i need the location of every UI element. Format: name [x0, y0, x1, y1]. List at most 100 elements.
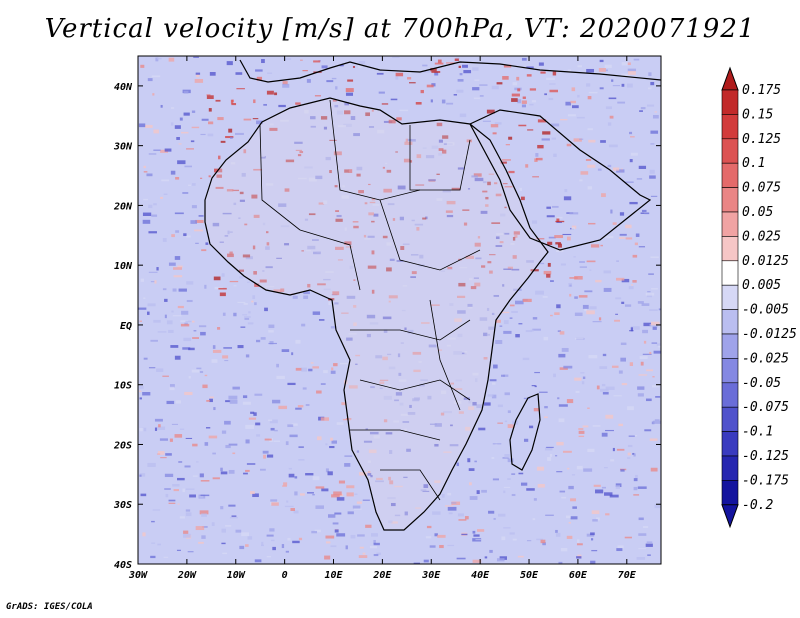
velocity-speck [163, 193, 168, 195]
velocity-speck [567, 69, 572, 73]
velocity-speck [503, 490, 506, 494]
velocity-speck [638, 165, 647, 169]
velocity-speck [496, 233, 505, 236]
velocity-speck [229, 399, 238, 404]
velocity-speck [323, 126, 328, 130]
velocity-speck [293, 510, 299, 514]
velocity-speck [383, 329, 388, 333]
velocity-speck [646, 369, 654, 372]
velocity-speck [635, 474, 638, 479]
velocity-speck [236, 88, 245, 90]
velocity-speck [348, 385, 358, 389]
velocity-speck [532, 328, 541, 331]
velocity-speck [245, 256, 253, 260]
velocity-speck [518, 323, 523, 325]
velocity-speck [558, 404, 568, 407]
velocity-speck [550, 123, 560, 127]
velocity-speck [354, 493, 358, 495]
velocity-speck [650, 143, 655, 145]
velocity-speck [625, 224, 632, 229]
velocity-speck [278, 405, 288, 410]
velocity-speck [404, 141, 413, 145]
velocity-speck [587, 448, 595, 453]
velocity-speck [276, 375, 285, 380]
velocity-speck [318, 319, 325, 321]
velocity-speck [641, 303, 650, 306]
velocity-speck [534, 385, 537, 388]
velocity-speck [165, 493, 169, 498]
velocity-speck [199, 510, 209, 515]
velocity-speck [611, 365, 619, 368]
velocity-speck [423, 559, 429, 563]
velocity-speck [574, 312, 583, 316]
velocity-speck [562, 233, 572, 236]
velocity-speck [616, 260, 619, 262]
velocity-speck [162, 238, 167, 242]
velocity-speck [504, 206, 507, 209]
velocity-speck [208, 121, 214, 125]
velocity-speck [269, 123, 274, 126]
velocity-speck [344, 455, 353, 457]
velocity-speck [552, 71, 557, 76]
velocity-speck [142, 219, 151, 224]
velocity-speck [316, 251, 321, 254]
velocity-speck [507, 458, 514, 463]
colorbar-swatch [721, 431, 739, 457]
velocity-speck [496, 82, 503, 85]
velocity-speck [652, 114, 659, 119]
velocity-speck [487, 261, 492, 264]
velocity-speck [255, 69, 263, 72]
velocity-speck [212, 477, 220, 480]
velocity-speck [228, 469, 235, 474]
velocity-speck [274, 429, 278, 432]
velocity-speck [192, 475, 198, 477]
velocity-speck [395, 151, 398, 153]
velocity-speck [138, 123, 146, 128]
velocity-speck [570, 100, 576, 104]
velocity-speck [461, 533, 468, 536]
velocity-speck [615, 313, 619, 315]
velocity-speck [355, 363, 358, 365]
velocity-speck [411, 219, 415, 222]
velocity-speck [482, 181, 487, 184]
velocity-speck [346, 295, 356, 299]
velocity-speck [157, 451, 165, 455]
velocity-speck [201, 118, 209, 121]
velocity-speck [308, 177, 317, 182]
velocity-speck [607, 164, 612, 168]
velocity-speck [373, 539, 376, 544]
velocity-speck [441, 99, 446, 104]
velocity-speck [195, 461, 199, 463]
velocity-speck [375, 480, 384, 483]
velocity-speck [326, 80, 334, 83]
velocity-speck [151, 214, 158, 217]
velocity-speck [616, 169, 625, 173]
velocity-speck [638, 533, 647, 536]
velocity-speck [343, 123, 352, 127]
velocity-speck [596, 517, 600, 521]
velocity-speck [549, 83, 556, 85]
velocity-speck [385, 162, 388, 165]
velocity-speck [590, 538, 594, 541]
velocity-speck [587, 96, 592, 100]
velocity-speck [271, 539, 275, 542]
velocity-speck [491, 457, 495, 459]
velocity-speck [206, 399, 211, 402]
velocity-speck [590, 560, 596, 564]
velocity-speck [521, 104, 526, 108]
velocity-speck [221, 542, 226, 545]
velocity-speck [586, 260, 596, 263]
velocity-speck [566, 535, 573, 539]
velocity-speck [517, 555, 524, 558]
velocity-speck [297, 177, 307, 180]
velocity-speck [265, 266, 273, 269]
velocity-speck [572, 506, 577, 509]
velocity-speck [556, 304, 561, 309]
velocity-speck [489, 254, 496, 256]
velocity-speck [618, 370, 623, 374]
velocity-speck [402, 421, 410, 423]
colorbar-swatch [721, 138, 739, 164]
velocity-speck [177, 503, 180, 505]
velocity-speck [425, 155, 435, 159]
colorbar-label: -0.1 [742, 425, 773, 440]
